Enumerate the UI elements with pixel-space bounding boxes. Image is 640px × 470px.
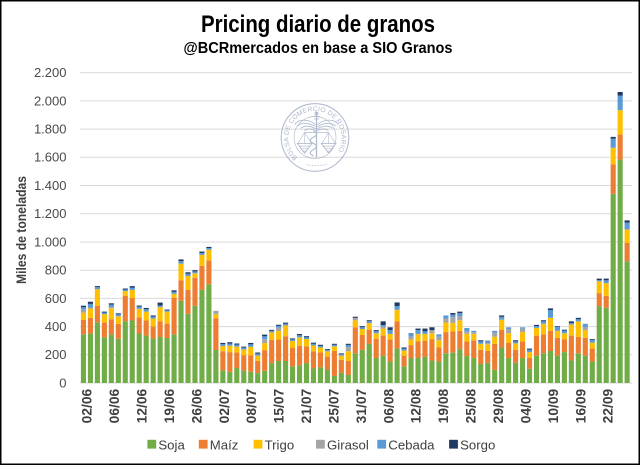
svg-text:400: 400 <box>45 319 67 334</box>
svg-text:29/08: 29/08 <box>491 388 506 423</box>
svg-text:22/09: 22/09 <box>601 388 616 423</box>
svg-text:02/07: 02/07 <box>217 388 232 423</box>
svg-text:Miles de toneladas: Miles de toneladas <box>13 176 29 284</box>
svg-text:Pricing diario de granos: Pricing diario de granos <box>201 11 435 38</box>
svg-text:600: 600 <box>45 291 67 306</box>
svg-text:08/07: 08/07 <box>244 388 259 423</box>
svg-text:1.600: 1.600 <box>34 150 67 165</box>
svg-text:2.000: 2.000 <box>34 93 67 108</box>
svg-text:06/08: 06/08 <box>381 388 396 423</box>
svg-text:@BCRmercados en base a SIO Gra: @BCRmercados en base a SIO Granos <box>184 40 453 57</box>
svg-text:19/08: 19/08 <box>436 388 451 423</box>
svg-text:12/08: 12/08 <box>409 388 424 423</box>
svg-text:Trigo: Trigo <box>265 437 295 452</box>
svg-text:04/09: 04/09 <box>518 388 533 423</box>
svg-text:12/06: 12/06 <box>135 388 150 423</box>
svg-text:02/06: 02/06 <box>80 388 95 423</box>
svg-text:21/07: 21/07 <box>299 388 314 423</box>
svg-text:Maíz: Maíz <box>210 437 239 452</box>
svg-text:1.200: 1.200 <box>34 206 67 221</box>
svg-text:25/07: 25/07 <box>327 388 342 423</box>
svg-text:1.000: 1.000 <box>34 234 67 249</box>
svg-text:2.200: 2.200 <box>34 65 67 80</box>
svg-text:16/09: 16/09 <box>573 388 588 423</box>
svg-text:Cebada: Cebada <box>388 437 435 452</box>
svg-text:10/09: 10/09 <box>546 388 561 423</box>
svg-text:06/06: 06/06 <box>107 388 122 423</box>
svg-text:19/06: 19/06 <box>162 388 177 423</box>
svg-text:26/06: 26/06 <box>189 388 204 423</box>
svg-text:Soja: Soja <box>158 437 185 452</box>
svg-text:200: 200 <box>45 347 67 362</box>
svg-text:15/07: 15/07 <box>272 388 287 423</box>
svg-text:0: 0 <box>59 375 66 390</box>
svg-text:1.400: 1.400 <box>34 178 67 193</box>
svg-text:Girasol: Girasol <box>327 437 369 452</box>
svg-text:31/07: 31/07 <box>354 388 369 423</box>
svg-text:Sorgo: Sorgo <box>460 437 495 452</box>
svg-text:800: 800 <box>45 263 67 278</box>
svg-text:1.800: 1.800 <box>34 122 67 137</box>
svg-text:25/08: 25/08 <box>464 388 479 423</box>
